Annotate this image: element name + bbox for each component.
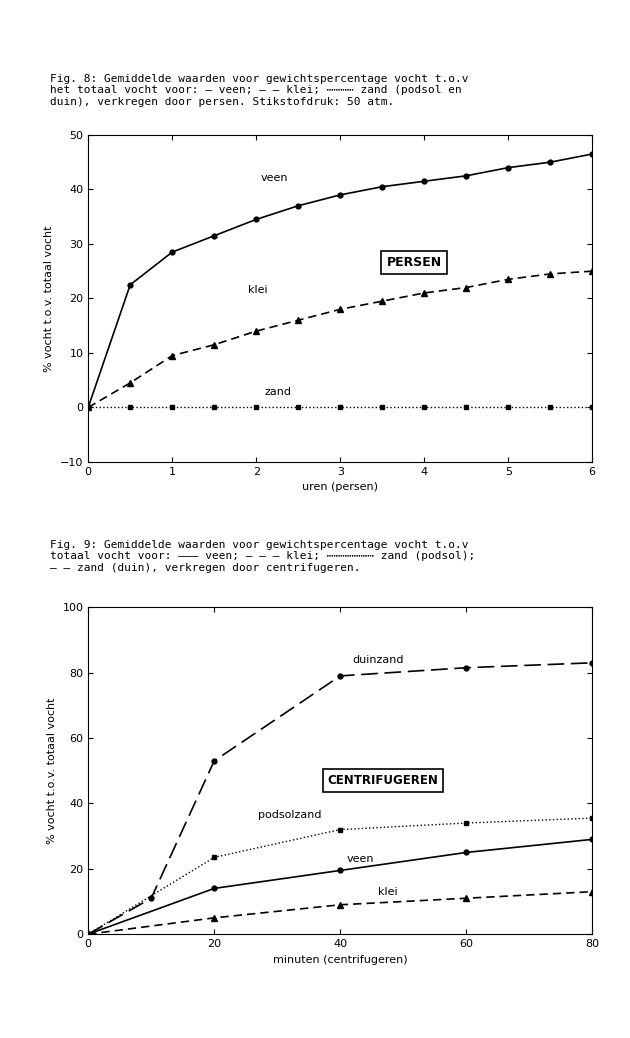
Text: PERSEN: PERSEN [386,255,442,269]
Text: zand: zand [265,387,292,398]
Text: klei: klei [378,886,398,897]
X-axis label: minuten (centrifugeren): minuten (centrifugeren) [273,955,408,964]
X-axis label: uren (persen): uren (persen) [302,483,378,492]
Y-axis label: % vocht t.o.v. totaal vocht: % vocht t.o.v. totaal vocht [44,225,54,372]
Text: Fig. 9: Gemiddelde waarden voor gewichtspercentage vocht t.o.v
totaal vocht voor: Fig. 9: Gemiddelde waarden voor gewichts… [50,540,476,573]
Text: duinzand: duinzand [353,655,404,664]
Text: veen: veen [346,854,374,865]
Text: Fig. 8: Gemiddelde waarden voor gewichtspercentage vocht t.o.v
het totaal vocht : Fig. 8: Gemiddelde waarden voor gewichts… [50,74,469,107]
Text: klei: klei [248,285,267,295]
Text: CENTRIFUGEREN: CENTRIFUGEREN [328,773,438,787]
Text: podsolzand: podsolzand [258,810,322,820]
Text: veen: veen [260,173,288,184]
Y-axis label: % vocht t.o.v. totaal vocht: % vocht t.o.v. totaal vocht [47,698,57,844]
